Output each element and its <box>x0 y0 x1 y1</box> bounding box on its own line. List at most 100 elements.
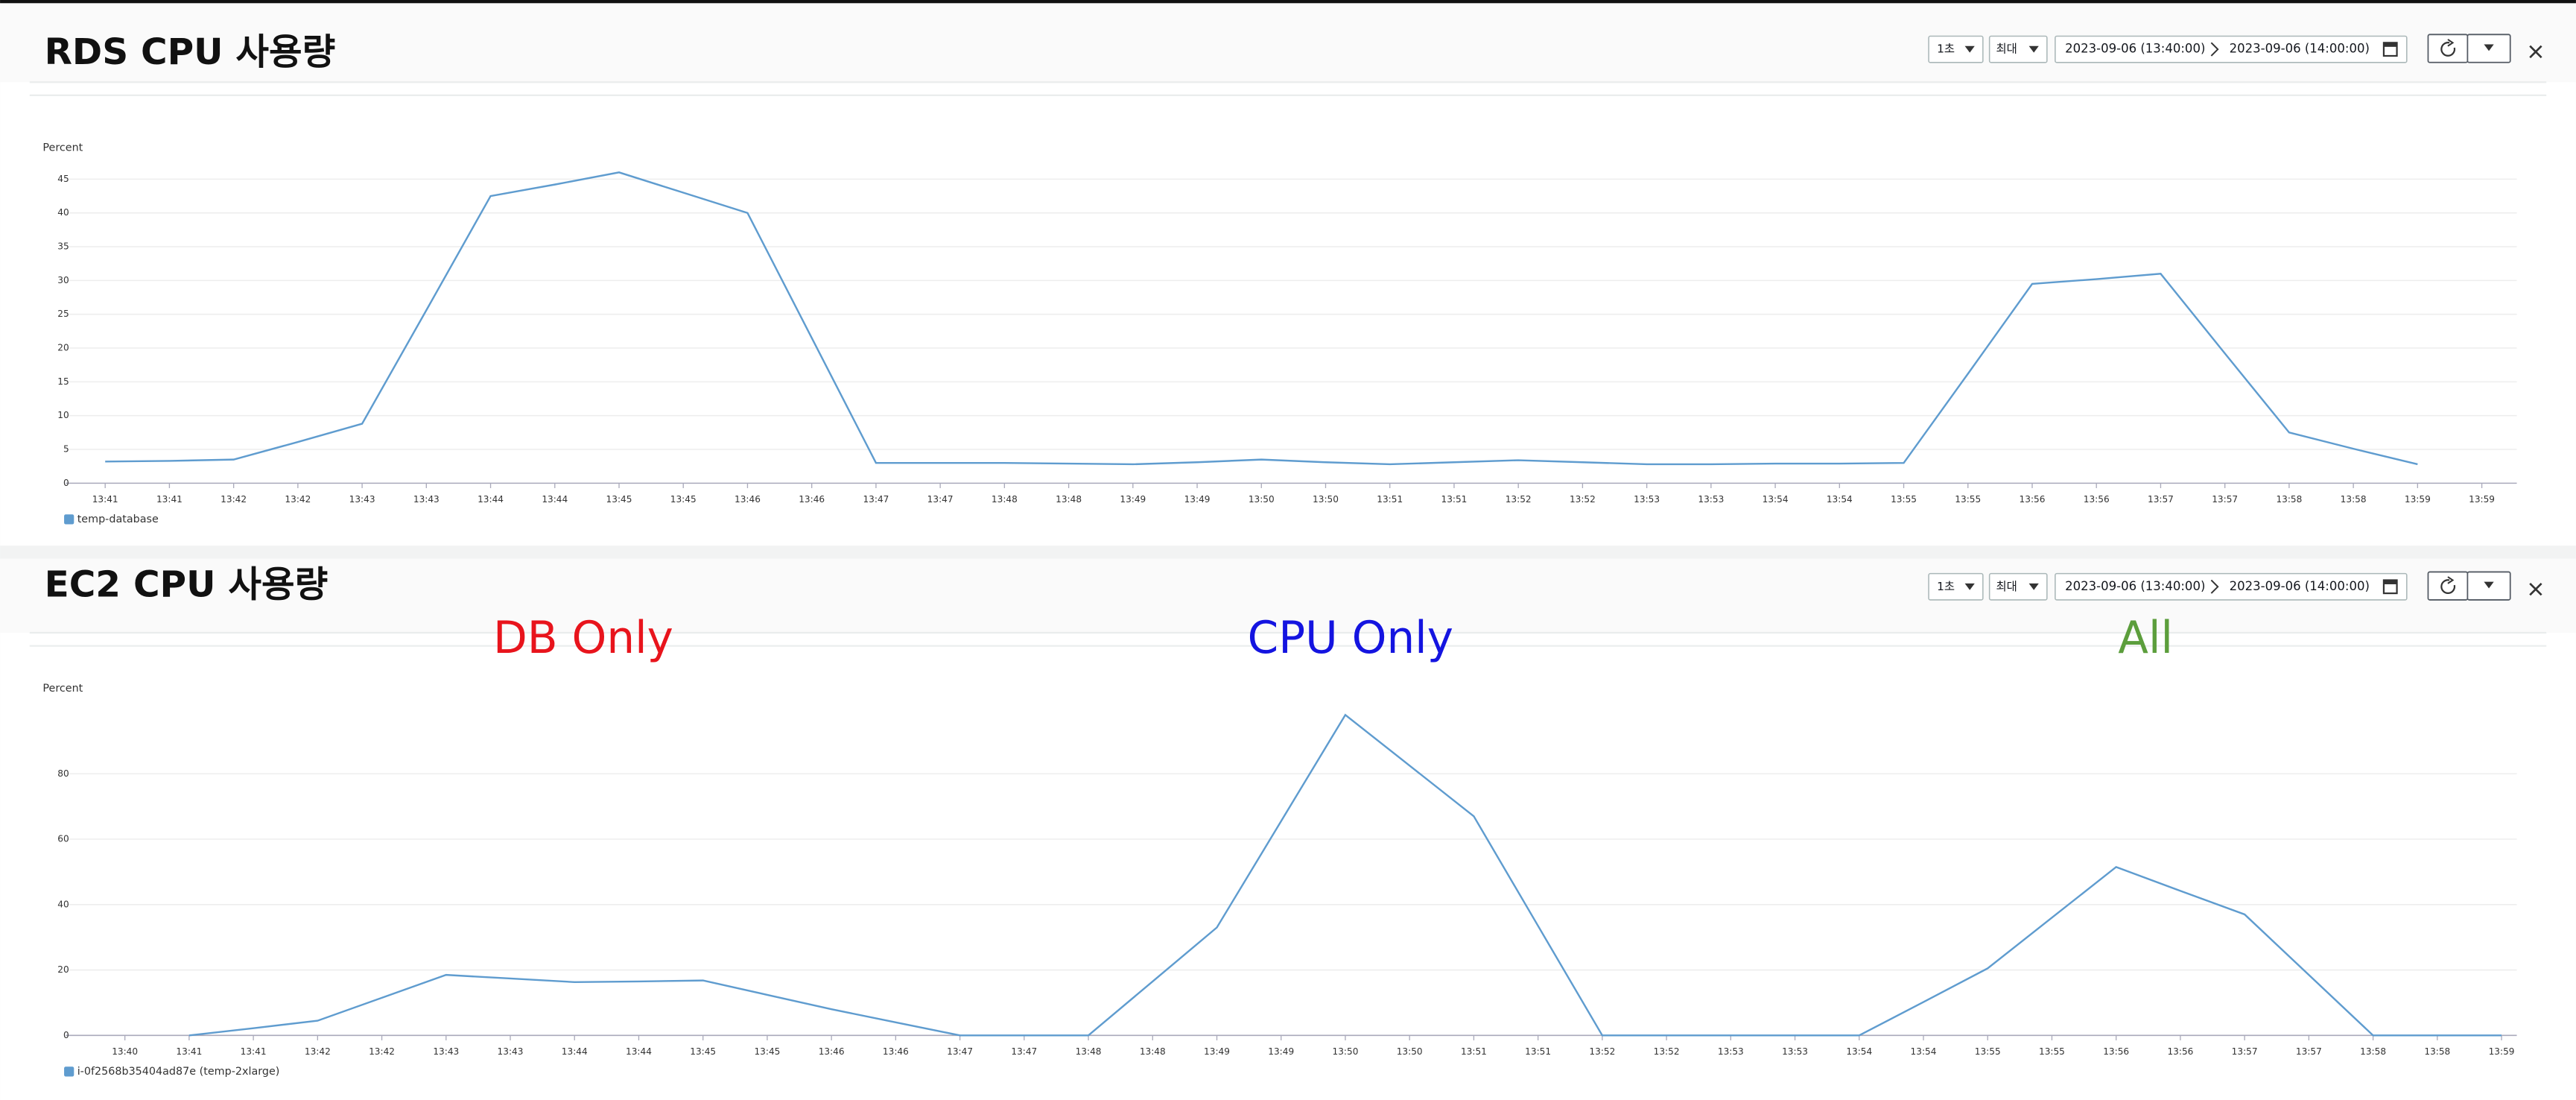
x-tick-label: 13:45 <box>606 494 632 505</box>
dropdown-arrow <box>1964 583 1975 590</box>
x-tick-label: 13:48 <box>1140 1046 1166 1057</box>
y-tick-label: 15 <box>57 376 69 387</box>
x-tick-label: 13:48 <box>1056 494 1082 505</box>
x-tick-label: 13:51 <box>1525 1046 1551 1057</box>
annotation: DB Only <box>493 613 673 664</box>
dropdown-arrow <box>2028 583 2039 590</box>
refresh-icon <box>2440 579 2456 594</box>
annotation: All <box>2118 613 2173 664</box>
x-tick-label: 13:46 <box>735 494 761 505</box>
y-tick-label: 30 <box>57 275 69 285</box>
x-tick-label: 13:50 <box>1249 494 1275 505</box>
y-tick-label: 0 <box>63 478 69 488</box>
x-tick-label: 13:41 <box>241 1046 267 1057</box>
x-tick-label: 13:54 <box>1763 494 1789 505</box>
y-tick-label: 45 <box>57 174 69 184</box>
x-tick-label: 13:45 <box>690 1046 716 1057</box>
x-tick-label: 13:50 <box>1313 494 1339 505</box>
x-tick-label: 13:52 <box>1506 494 1532 505</box>
x-tick-label: 13:44 <box>562 1046 588 1057</box>
x-tick-label: 13:58 <box>2276 494 2302 505</box>
x-tick-label: 13:51 <box>1461 1046 1487 1057</box>
x-tick-label: 13:42 <box>285 494 311 505</box>
x-tick-label: 13:55 <box>2039 1046 2065 1057</box>
x-tick-label: 13:44 <box>626 1046 652 1057</box>
y-tick-label: 25 <box>57 309 69 319</box>
dropdown-arrow <box>1964 45 1975 53</box>
x-tick-label: 13:45 <box>754 1046 780 1057</box>
panel <box>0 3 2576 546</box>
x-tick-label: 13:43 <box>349 494 375 505</box>
x-tick-label: 13:41 <box>92 494 118 505</box>
y-tick-label: 35 <box>57 241 69 252</box>
x-tick-label: 13:55 <box>1955 494 1981 505</box>
dropdown-arrow <box>2028 45 2039 53</box>
x-tick-label: 13:54 <box>1911 1046 1937 1057</box>
close-button[interactable] <box>2529 45 2542 59</box>
refresh-icon-head <box>2447 39 2455 47</box>
x-tick-label: 13:49 <box>1120 494 1146 505</box>
x-tick-label: 13:53 <box>1698 494 1724 505</box>
x-tick-label: 13:52 <box>1589 1046 1615 1057</box>
x-tick-label: 13:41 <box>176 1046 202 1057</box>
x-tick-label: 13:53 <box>1718 1046 1744 1057</box>
stat-select[interactable] <box>1988 572 2048 601</box>
period-select[interactable] <box>1928 572 1984 601</box>
y-tick-label: 80 <box>57 768 69 779</box>
y-tick-label: 0 <box>63 1030 69 1040</box>
x-tick-label: 13:51 <box>1441 494 1468 505</box>
range-start: 2023-09-06 (13:40:00) <box>2065 42 2205 56</box>
x-tick-label: 13:56 <box>2020 494 2046 505</box>
date-range-picker[interactable] <box>2055 572 2408 601</box>
x-tick-label: 13:58 <box>2341 494 2367 505</box>
range-end: 2023-09-06 (14:00:00) <box>2230 579 2370 593</box>
dropdown-arrow <box>2484 581 2494 589</box>
x-tick-label: 13:57 <box>2148 494 2174 505</box>
stat-select[interactable] <box>1988 35 2048 63</box>
x-tick-label: 13:52 <box>1570 494 1596 505</box>
x-tick-label: 13:57 <box>2232 1046 2258 1057</box>
x-tick-label: 13:40 <box>112 1046 138 1057</box>
x-tick-label: 13:50 <box>1333 1046 1359 1057</box>
x-tick-label: 13:57 <box>2212 494 2238 505</box>
date-range-picker[interactable] <box>2055 35 2408 63</box>
x-tick-label: 13:57 <box>2296 1046 2322 1057</box>
stat-value: 최대 <box>1996 580 2017 593</box>
period-select[interactable] <box>1928 35 1984 63</box>
refresh-icon-head <box>2447 576 2455 584</box>
y-tick-label: 5 <box>63 444 69 455</box>
series-line <box>105 171 2418 466</box>
x-tick-label: 13:42 <box>369 1046 395 1057</box>
x-tick-label: 13:58 <box>2424 1046 2450 1057</box>
x-tick-label: 13:43 <box>498 1046 524 1057</box>
x-tick-label: 13:46 <box>819 1046 845 1057</box>
period-value: 1초 <box>1937 42 1955 56</box>
refresh-button[interactable] <box>2427 34 2469 63</box>
x-tick-label: 13:54 <box>1827 494 1853 505</box>
range-end: 2023-09-06 (14:00:00) <box>2230 42 2370 56</box>
x-tick-label: 13:56 <box>2084 494 2110 505</box>
x-tick-label: 13:51 <box>1377 494 1403 505</box>
x-tick-label: 13:59 <box>2489 1046 2515 1057</box>
x-tick-label: 13:46 <box>883 1046 909 1057</box>
refresh-button[interactable] <box>2427 571 2469 601</box>
x-tick-label: 13:48 <box>992 494 1018 505</box>
y-tick-label: 20 <box>57 964 69 975</box>
series-line <box>188 713 2502 1037</box>
y-tick-label: 40 <box>57 899 69 909</box>
calendar-icon-top <box>2383 42 2397 47</box>
x-tick-label: 13:47 <box>927 494 954 505</box>
x-tick-label: 13:42 <box>221 494 247 505</box>
dropdown-arrow <box>2484 44 2494 51</box>
y-tick-label: 10 <box>57 410 69 420</box>
x-tick-label: 13:55 <box>1975 1046 2001 1057</box>
y-tick-label: 20 <box>57 343 69 353</box>
x-tick-label: 13:47 <box>863 494 889 505</box>
x-tick-label: 13:48 <box>1076 1046 1102 1057</box>
refresh-icon <box>2440 42 2456 57</box>
x-tick-label: 13:53 <box>1634 494 1660 505</box>
close-button[interactable] <box>2529 582 2542 596</box>
x-tick-label: 13:42 <box>305 1046 331 1057</box>
legend-label: temp-database <box>77 513 159 525</box>
